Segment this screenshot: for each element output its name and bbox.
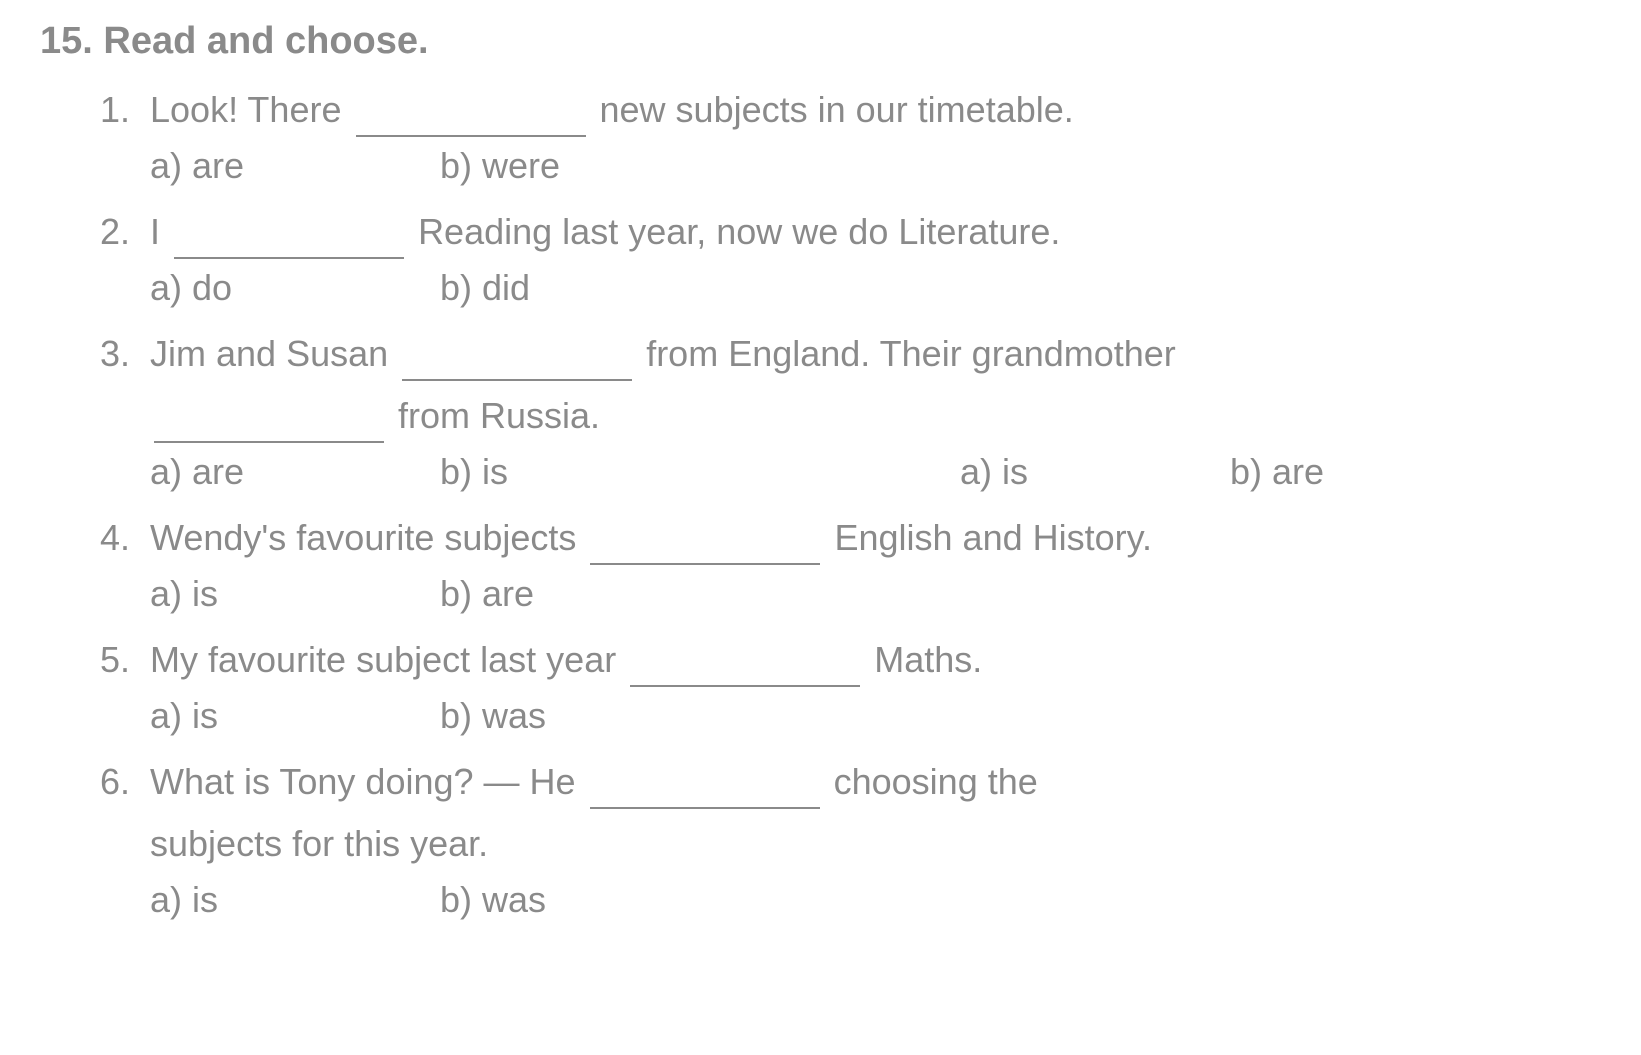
option-a[interactable]: a) is xyxy=(150,879,430,921)
option-a[interactable]: a) are xyxy=(150,145,430,187)
question-text-before: I xyxy=(150,211,160,252)
question-1-options: a) are b) were xyxy=(40,145,1601,187)
question-6-options: a) is b) was xyxy=(40,879,1601,921)
blank-fill[interactable] xyxy=(590,523,820,565)
question-2: 2. I Reading last year, now we do Litera… xyxy=(40,205,1601,259)
question-text-after: from England. Their grandmother xyxy=(646,333,1176,374)
option-a[interactable]: a) do xyxy=(150,267,430,309)
option-b[interactable]: b) is xyxy=(440,451,508,493)
option-b[interactable]: b) was xyxy=(440,695,546,737)
option-b[interactable]: b) were xyxy=(440,145,560,187)
question-text-before: Look! There xyxy=(150,89,341,130)
question-text-line2: from Russia. xyxy=(398,395,600,436)
question-text-after: choosing the xyxy=(834,761,1038,802)
question-5: 5. My favourite subject last year Maths. xyxy=(40,633,1601,687)
option-b[interactable]: b) was xyxy=(440,879,546,921)
question-text-line2: subjects for this year. xyxy=(150,823,488,864)
option-b[interactable]: b) did xyxy=(440,267,530,309)
question-text-before: Wendy's favourite subjects xyxy=(150,517,576,558)
question-3-line2: from Russia. xyxy=(40,389,1601,443)
question-number: 1. xyxy=(100,83,140,137)
question-text-before: My favourite subject last year xyxy=(150,639,616,680)
blank-fill[interactable] xyxy=(174,217,404,259)
option-a[interactable]: a) is xyxy=(150,573,430,615)
question-4-options: a) is b) are xyxy=(40,573,1601,615)
blank-fill[interactable] xyxy=(590,767,820,809)
question-number: 4. xyxy=(100,511,140,565)
question-text-after: English and History. xyxy=(834,517,1151,558)
blank-fill[interactable] xyxy=(630,645,860,687)
blank-fill[interactable] xyxy=(154,401,384,443)
question-6-line2: subjects for this year. xyxy=(40,817,1601,871)
option-b[interactable]: b) are xyxy=(440,573,534,615)
question-text-after: new subjects in our timetable. xyxy=(600,89,1074,130)
question-text-before: What is Tony doing? — He xyxy=(150,761,576,802)
question-1: 1. Look! There new subjects in our timet… xyxy=(40,83,1601,137)
question-text-after: Reading last year, now we do Literature. xyxy=(418,211,1060,252)
question-number: 2. xyxy=(100,205,140,259)
question-2-options: a) do b) did xyxy=(40,267,1601,309)
option-a[interactable]: a) is xyxy=(150,695,430,737)
exercise-title: 15. Read and choose. xyxy=(40,20,1601,63)
question-text-before: Jim and Susan xyxy=(150,333,388,374)
blank-fill[interactable] xyxy=(402,339,632,381)
question-number: 5. xyxy=(100,633,140,687)
question-3-options: a) are b) is a) is b) are xyxy=(40,451,1601,493)
blank-fill[interactable] xyxy=(356,95,586,137)
question-5-options: a) is b) was xyxy=(40,695,1601,737)
question-text-after: Maths. xyxy=(874,639,982,680)
question-number: 3. xyxy=(100,327,140,381)
question-6: 6. What is Tony doing? — He choosing the xyxy=(40,755,1601,809)
option-b2[interactable]: b) are xyxy=(1230,451,1324,492)
question-3: 3. Jim and Susan from England. Their gra… xyxy=(40,327,1601,381)
option-a2[interactable]: a) is xyxy=(960,451,1220,493)
option-a[interactable]: a) are xyxy=(150,451,430,493)
question-number: 6. xyxy=(100,755,140,809)
question-4: 4. Wendy's favourite subjects English an… xyxy=(40,511,1601,565)
